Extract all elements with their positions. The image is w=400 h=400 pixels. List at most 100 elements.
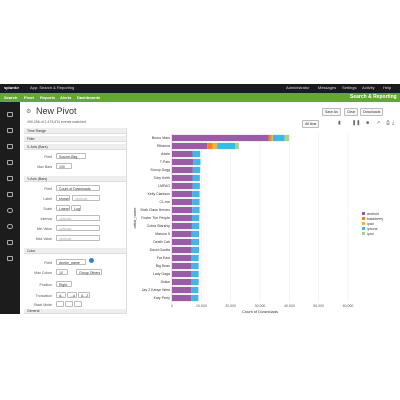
time-range-picker[interactable]: All time <box>302 120 320 128</box>
y-label-input[interactable]: optional <box>72 195 100 201</box>
pivot-gear-icon[interactable]: ⚙ <box>26 109 32 115</box>
help-menu[interactable]: Help <box>383 85 392 90</box>
color-info-icon[interactable] <box>89 258 94 263</box>
scale-log-button[interactable]: Log <box>71 205 81 211</box>
bar-segment[interactable] <box>172 214 192 222</box>
truncation-end-button[interactable]: A...Z <box>78 292 90 298</box>
interval-input[interactable]: optional <box>56 215 100 221</box>
min-value-input[interactable]: optional <box>56 225 100 231</box>
time-range-section[interactable]: Time Range <box>24 128 126 134</box>
messages-menu[interactable]: Messages <box>318 85 337 90</box>
stack-mode-button-1[interactable] <box>56 301 64 307</box>
bar-segment[interactable] <box>172 254 192 262</box>
bar-segment[interactable] <box>172 198 193 206</box>
general-section[interactable]: General <box>24 309 126 314</box>
stack-mode-button-3[interactable] <box>74 301 82 307</box>
bar-segment[interactable] <box>191 238 199 246</box>
bar-segment[interactable] <box>172 246 192 254</box>
truncation-middle-button[interactable]: ...A <box>67 292 77 298</box>
pause-icon[interactable]: ❚❚ <box>352 120 361 126</box>
bar-segment[interactable] <box>172 238 192 246</box>
y-field-select[interactable]: Count of Downloads <box>56 185 100 191</box>
bar-segment[interactable] <box>172 222 192 230</box>
bar-segment[interactable] <box>235 142 239 150</box>
stop-icon[interactable]: ■ <box>366 120 370 126</box>
line-chart-icon[interactable] <box>7 160 13 165</box>
bar-segment[interactable] <box>217 142 236 150</box>
bar-segment[interactable] <box>191 222 200 230</box>
bar-segment[interactable] <box>212 142 218 150</box>
column-chart-icon[interactable] <box>7 128 13 133</box>
stack-mode-button-2[interactable] <box>65 301 73 307</box>
bar-segment[interactable] <box>191 286 199 294</box>
max-bars-input[interactable]: 100 <box>56 163 72 169</box>
app-menu[interactable]: App: Search & Reporting <box>30 85 75 90</box>
bar-segment[interactable] <box>284 134 290 142</box>
max-colors-input[interactable]: 10 <box>56 269 68 275</box>
bar-segment[interactable] <box>193 158 201 166</box>
bar-segment[interactable] <box>191 270 199 278</box>
export-icon[interactable]: ⤓ <box>392 120 395 126</box>
share-icon[interactable]: ↗ <box>376 120 381 126</box>
bar-segment[interactable] <box>172 262 192 270</box>
bar-segment[interactable] <box>271 134 273 142</box>
bar-segment[interactable] <box>172 278 192 286</box>
color-field-select[interactable]: device_name <box>56 259 86 265</box>
x-axis-section[interactable]: X-Axis (Bars) <box>24 144 126 150</box>
bar-segment[interactable] <box>172 294 192 302</box>
bar-segment[interactable] <box>191 262 199 270</box>
max-value-input[interactable]: optional <box>56 235 100 241</box>
bar-segment[interactable] <box>268 134 272 142</box>
bar-segment[interactable] <box>272 134 285 142</box>
area-chart-icon[interactable] <box>7 176 13 181</box>
nav-pivot[interactable]: Pivot <box>24 95 34 100</box>
bar-segment[interactable] <box>192 206 200 214</box>
bar-segment[interactable] <box>192 182 200 190</box>
scatter-chart-icon[interactable] <box>7 192 13 197</box>
legend-label[interactable]: iphone <box>367 227 378 231</box>
bar-segment[interactable] <box>172 174 193 182</box>
bar-segment[interactable] <box>191 230 199 238</box>
table-icon[interactable] <box>7 112 13 117</box>
map-icon[interactable] <box>7 256 13 261</box>
bar-segment[interactable] <box>191 246 199 254</box>
x-field-select[interactable]: Source-Bkg <box>56 153 86 159</box>
legend-label[interactable]: ipad <box>367 222 374 226</box>
gauge-icon[interactable] <box>7 224 13 229</box>
group-others-toggle[interactable]: Group Others <box>76 269 102 275</box>
bar-segment[interactable] <box>192 190 200 198</box>
administrator-menu[interactable]: Administrator <box>286 85 310 90</box>
bar-segment[interactable] <box>192 198 200 206</box>
bar-segment[interactable] <box>172 142 208 150</box>
filter-section[interactable]: Filter <box>24 136 126 142</box>
bar-segment[interactable] <box>172 166 193 174</box>
bar-chart-icon[interactable] <box>7 144 13 149</box>
nav-reports[interactable]: Reports <box>40 95 56 100</box>
bar-segment[interactable] <box>172 158 194 166</box>
bar-segment[interactable] <box>191 278 199 286</box>
bar-segment[interactable] <box>172 134 269 142</box>
bar-segment[interactable] <box>172 230 192 238</box>
bar-segment[interactable] <box>192 166 201 174</box>
bar-segment[interactable] <box>192 150 201 158</box>
legend-label[interactable]: blackberry <box>367 217 383 221</box>
bar-segment[interactable] <box>191 294 199 302</box>
bar-segment[interactable] <box>207 142 213 150</box>
legend-label[interactable]: ipod <box>367 232 374 236</box>
bar-segment[interactable] <box>192 174 200 182</box>
position-select[interactable]: Right <box>56 281 72 287</box>
scale-linear-button[interactable]: Linear <box>56 205 70 211</box>
settings-menu[interactable]: Settings <box>342 85 357 90</box>
nav-alerts[interactable]: Alerts <box>60 95 72 100</box>
print-icon[interactable]: ⎙ <box>386 120 391 126</box>
dataset-selector[interactable]: Downloads <box>360 108 384 116</box>
bar-segment[interactable] <box>172 150 193 158</box>
splunk-logo[interactable]: splunk> <box>4 85 20 90</box>
color-section[interactable]: Color <box>24 248 126 254</box>
clear-button[interactable]: Clear <box>344 108 359 116</box>
truncation-start-button[interactable]: A... <box>56 292 66 298</box>
bar-segment[interactable] <box>172 182 193 190</box>
bar-segment[interactable] <box>172 190 193 198</box>
bar-segment[interactable] <box>172 206 193 214</box>
pie-chart-icon[interactable] <box>7 208 13 213</box>
